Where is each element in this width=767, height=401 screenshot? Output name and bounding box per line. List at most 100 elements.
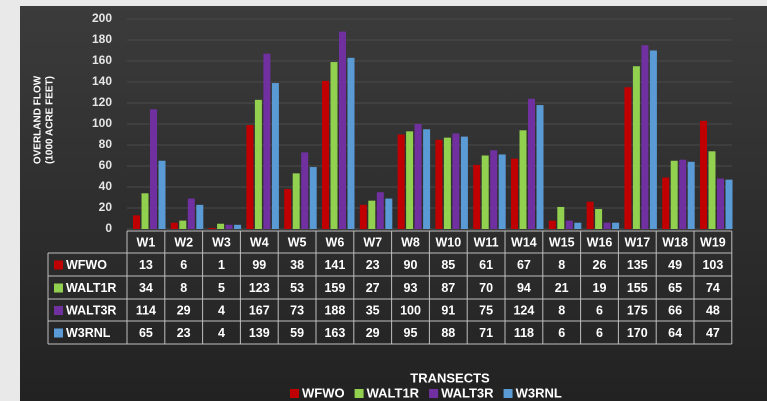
table-cell: 61 [479,258,493,272]
bar [423,129,431,229]
y-tick-label: 140 [92,74,112,88]
table-cell: 74 [706,281,720,295]
bar [481,155,489,229]
legend-label: W3RNL [516,385,562,400]
legend-key [54,328,63,338]
table-cell: 23 [177,326,191,340]
legend-label: WALT3R [441,385,494,400]
bar [708,151,716,229]
table-cell: 5 [218,281,225,295]
bar [435,139,443,229]
x-tick-label: W17 [624,235,650,249]
table-cell: 38 [290,258,304,272]
table-cell: 66 [668,303,682,317]
y-tick-label: 160 [92,53,112,67]
table-cell: 100 [400,303,421,317]
legend-label: WFWO [302,385,345,400]
table-cell: 88 [441,326,455,340]
x-tick-label: W15 [549,235,575,249]
bar [234,224,242,229]
table-cell: 87 [441,281,455,295]
bar [179,220,187,229]
table-cell: 48 [706,303,720,317]
y-tick-label: 180 [92,32,112,46]
bar [641,45,649,229]
table-cell: 6 [180,258,187,272]
bar [406,131,414,229]
table-cell: 23 [366,258,380,272]
table-cell: 59 [290,326,304,340]
bar [565,220,573,229]
table-cell: 175 [627,303,648,317]
table-cell: 103 [702,258,723,272]
table-cell: 99 [252,258,266,272]
x-tick-label: W16 [587,235,613,249]
bar [309,167,317,229]
y-tick-label: 0 [105,221,112,235]
table-cell: 141 [324,258,345,272]
bar [217,223,225,229]
table-cell: 90 [404,258,418,272]
bar [225,224,233,229]
table-cell: 34 [139,281,153,295]
table-cell: 75 [479,303,493,317]
bar [208,227,216,229]
legend-swatch [290,389,299,398]
y-tick-label: 200 [92,11,112,25]
x-tick-label: W6 [326,235,345,249]
bar [359,204,367,229]
bar [603,222,611,229]
y-axis-title: (1000 ACRE FEET) [45,76,56,164]
bar [263,53,271,230]
x-tick-label: W1 [137,235,156,249]
table-cell: 29 [177,303,191,317]
x-tick-label: W19 [700,235,726,249]
y-tick-label: 20 [99,200,113,214]
table-cell: 123 [249,281,270,295]
bar [322,80,329,229]
bar [717,178,724,229]
x-tick-label: W14 [511,235,537,249]
legend-swatch [354,389,364,398]
y-tick-label: 80 [99,137,113,151]
bar [246,125,254,229]
table-cell: 4 [218,326,225,340]
table-cell: 159 [324,281,345,295]
table-cell: 118 [514,326,534,340]
table-cell: 6 [558,326,565,340]
bar [498,154,506,229]
x-tick-label: W18 [662,235,688,249]
table-cell: 65 [668,281,682,295]
bar [574,222,582,229]
table-cell: 53 [290,281,304,295]
row-header: WALT3R [66,303,116,317]
x-tick-label: W4 [250,235,269,249]
table-cell: 47 [706,326,720,340]
table-cell: 167 [249,303,270,317]
table-cell: 170 [627,326,648,340]
bar [254,99,262,229]
bar [158,160,166,229]
table-cell: 93 [404,281,418,295]
table-cell: 70 [479,281,493,295]
x-tick-label: W5 [288,235,307,249]
bar [632,66,640,229]
y-tick-label: 120 [92,95,112,109]
table-cell: 135 [627,258,648,272]
table-cell: 8 [558,303,565,317]
table-cell: 95 [404,326,418,340]
bar [133,215,140,229]
table-cell: 155 [627,281,648,295]
y-tick-label: 40 [99,179,113,193]
legend-key [54,260,63,270]
table-cell: 6 [596,326,603,340]
bar [700,120,707,229]
bar [624,87,632,229]
bar [397,134,405,229]
bar [536,105,544,229]
bar [196,204,204,229]
y-tick-label: 100 [92,116,112,130]
table-cell: 6 [596,303,603,317]
